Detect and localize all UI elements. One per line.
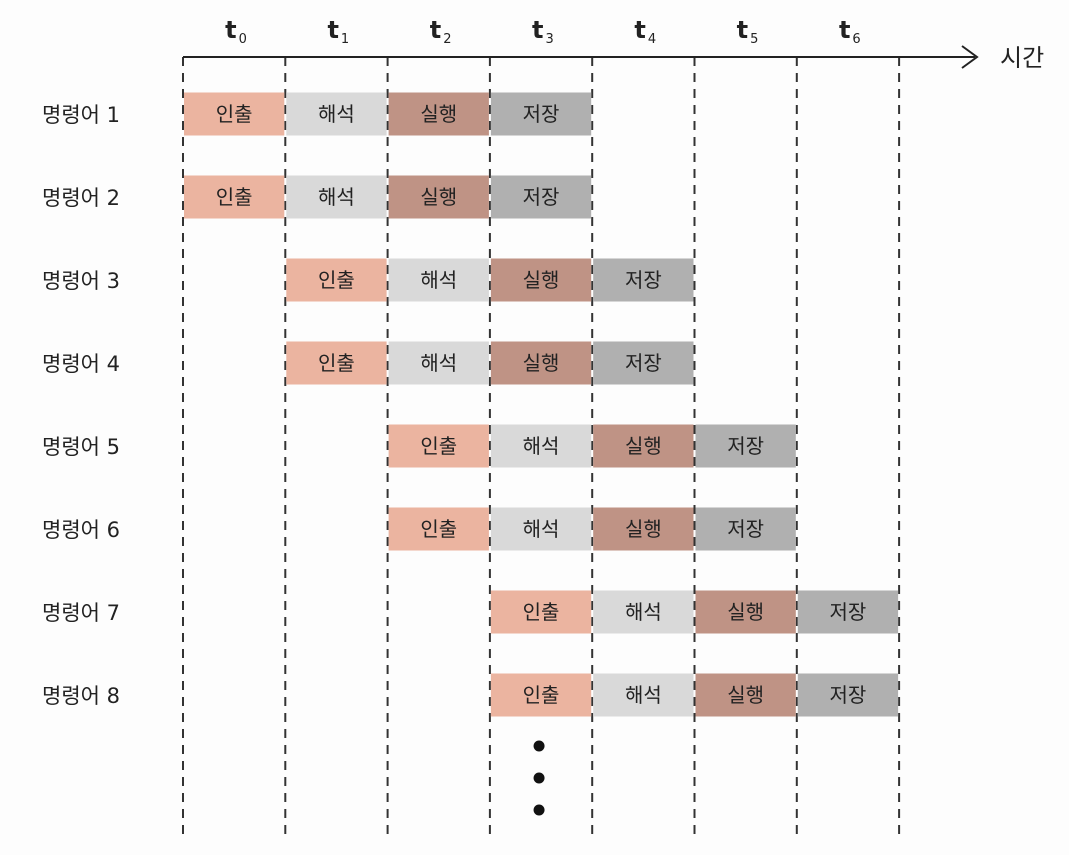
stage-cell — [388, 258, 489, 302]
stage-label: 저장 — [625, 351, 662, 375]
stage-cell — [286, 92, 387, 136]
stage-label: 저장 — [625, 268, 662, 292]
instruction-row: 명령어 6 인출 해석 실행 저장 — [42, 507, 796, 551]
stage-label: 인출 — [523, 683, 560, 707]
stage-label: 저장 — [830, 683, 867, 707]
stage-cell — [593, 341, 694, 385]
instruction-label: 명령어 4 — [42, 352, 120, 376]
instruction-row: 명령어 2 인출 해석 실행 저장 — [42, 175, 592, 219]
stage-cell — [286, 258, 387, 302]
instruction-label: 명령어 2 — [42, 186, 120, 210]
stage-cell — [490, 590, 592, 634]
stage-cell — [490, 175, 592, 219]
stage-label: 실행 — [727, 683, 764, 707]
stage-label: 인출 — [420, 517, 457, 541]
instruction-row: 명령어 1 인출 해석 실행 저장 — [42, 92, 592, 136]
instruction-row: 명령어 3 인출 해석 실행 저장 — [42, 258, 694, 302]
stage-label: 실행 — [625, 434, 662, 458]
stage-label: 해석 — [625, 600, 662, 624]
time-axis-label: 시간 — [1000, 44, 1044, 72]
stage-label: 인출 — [420, 434, 457, 458]
stage-cell — [695, 673, 796, 717]
stage-label: 저장 — [523, 102, 560, 126]
stage-label: 해석 — [318, 102, 355, 126]
stage-label: 해석 — [523, 517, 560, 541]
stage-label: 인출 — [318, 268, 355, 292]
stage-cell — [490, 424, 592, 468]
stage-label: 저장 — [727, 434, 764, 458]
stage-label: 실행 — [727, 600, 764, 624]
stage-cell — [286, 175, 387, 219]
instruction-label: 명령어 1 — [42, 103, 120, 127]
stage-label: 인출 — [216, 185, 253, 209]
stage-cell — [593, 424, 694, 468]
stage-label: 해석 — [420, 268, 457, 292]
instruction-row: 명령어 5 인출 해석 실행 저장 — [42, 424, 796, 468]
instruction-label: 명령어 3 — [42, 269, 120, 293]
stage-cell — [490, 673, 592, 717]
stage-label: 실행 — [523, 268, 560, 292]
stage-label: 해석 — [625, 683, 662, 707]
stage-cell — [388, 424, 489, 468]
ellipsis-dot — [533, 804, 545, 816]
time-axis-arrowhead-icon — [961, 45, 979, 69]
instruction-row: 명령어 8 인출 해석 실행 저장 — [42, 673, 899, 717]
stage-cell — [490, 507, 592, 551]
stage-cell — [797, 590, 899, 634]
stage-cell — [490, 341, 592, 385]
stage-cell — [695, 590, 796, 634]
stage-cell — [388, 341, 489, 385]
stage-label: 인출 — [523, 600, 560, 624]
ellipsis-dot — [533, 772, 545, 784]
ellipsis-dot — [533, 740, 545, 752]
stage-label: 실행 — [523, 351, 560, 375]
stage-label: 해석 — [420, 351, 457, 375]
stage-cell — [184, 92, 285, 136]
stage-cell — [286, 341, 387, 385]
time-axis: 시간 — [183, 44, 1044, 72]
time-grid-lines — [182, 57, 901, 840]
stage-cell — [184, 175, 285, 219]
stage-cell — [593, 507, 694, 551]
stage-cell — [388, 507, 489, 551]
stage-label: 인출 — [318, 351, 355, 375]
instruction-row: 명령어 4 인출 해석 실행 저장 — [42, 341, 694, 385]
stage-cell — [388, 92, 489, 136]
stage-cell — [593, 673, 694, 717]
stage-cell — [388, 175, 489, 219]
stage-label: 실행 — [420, 185, 457, 209]
stage-cell — [490, 258, 592, 302]
stage-label: 해석 — [318, 185, 355, 209]
stage-label: 실행 — [625, 517, 662, 541]
stage-label: 저장 — [727, 517, 764, 541]
instruction-label: 명령어 5 — [42, 435, 120, 459]
stage-cell — [593, 258, 694, 302]
stage-cell — [593, 590, 694, 634]
stage-label: 실행 — [420, 102, 457, 126]
stage-cell — [695, 507, 796, 551]
stage-cell — [695, 424, 796, 468]
continuation-dots — [533, 740, 545, 816]
stage-label: 저장 — [523, 185, 560, 209]
instruction-label: 명령어 7 — [42, 601, 120, 625]
stage-label: 저장 — [830, 600, 867, 624]
instruction-label: 명령어 6 — [42, 518, 120, 542]
instruction-row: 명령어 7 인출 해석 실행 저장 — [42, 590, 899, 634]
stage-cell — [797, 673, 899, 717]
stage-label: 인출 — [216, 102, 253, 126]
stage-label: 해석 — [523, 434, 560, 458]
instruction-label: 명령어 8 — [42, 684, 120, 708]
stage-cell — [490, 92, 592, 136]
